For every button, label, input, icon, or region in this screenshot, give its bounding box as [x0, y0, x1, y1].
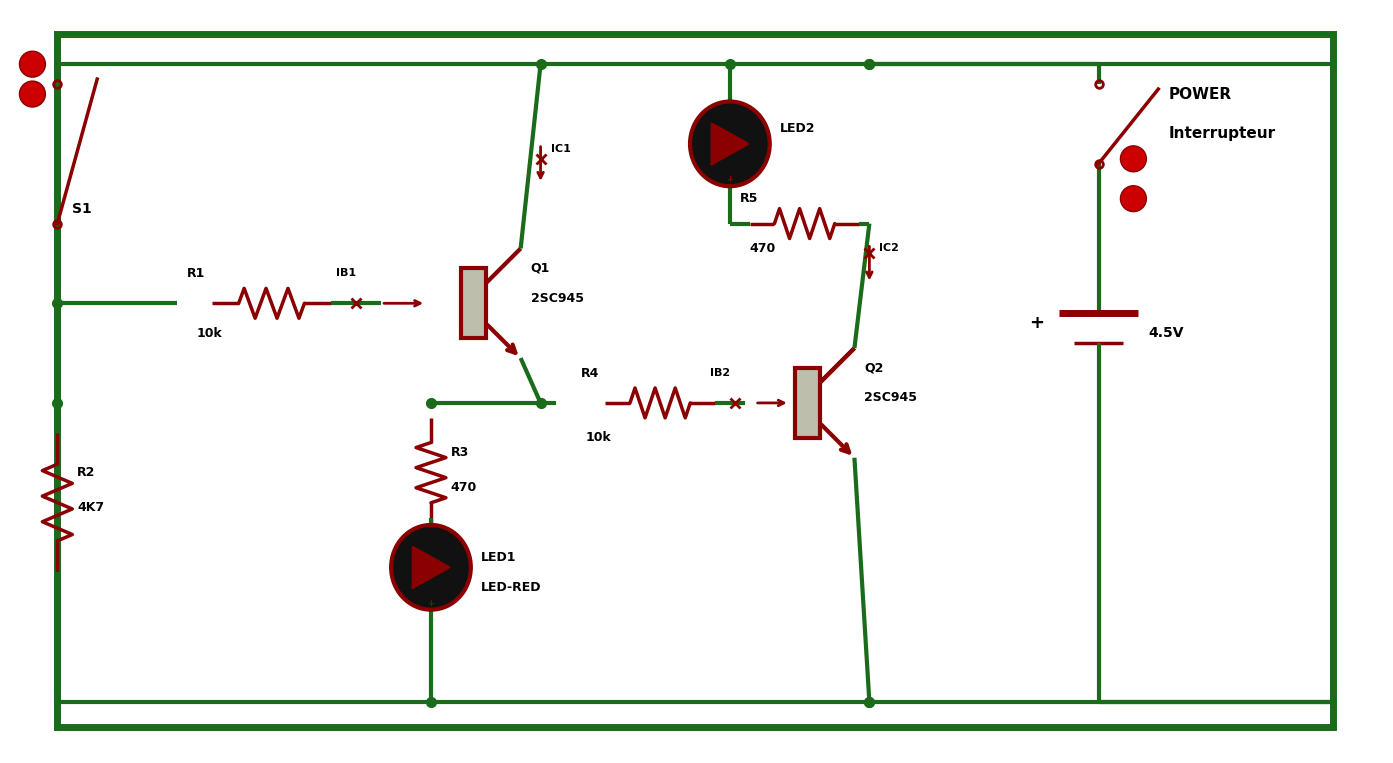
Text: IB2: IB2: [710, 368, 730, 378]
Circle shape: [1120, 146, 1146, 172]
Text: +: +: [726, 175, 733, 184]
Text: Q2: Q2: [865, 362, 883, 375]
Text: LED1: LED1: [481, 551, 517, 564]
Polygon shape: [414, 547, 449, 588]
Text: R5: R5: [740, 192, 758, 205]
Text: 4.5V: 4.5V: [1148, 326, 1184, 340]
Text: S1: S1: [72, 201, 92, 216]
Text: 10k: 10k: [196, 327, 223, 340]
Text: 10k: 10k: [585, 431, 612, 444]
Text: IB1: IB1: [336, 269, 357, 278]
Text: +: +: [428, 599, 435, 607]
Circle shape: [20, 81, 46, 107]
Text: 2SC945: 2SC945: [865, 391, 918, 404]
Text: R3: R3: [451, 446, 469, 459]
Text: IC1: IC1: [550, 144, 570, 154]
Bar: [794, 368, 819, 438]
Text: LED-RED: LED-RED: [481, 581, 542, 594]
Text: R4: R4: [581, 366, 599, 379]
Text: 470: 470: [451, 481, 478, 494]
Text: IC2: IC2: [879, 243, 900, 253]
Text: Interrupteur: Interrupteur: [1169, 127, 1276, 141]
Text: 2SC945: 2SC945: [531, 291, 584, 304]
Circle shape: [1120, 185, 1146, 211]
Text: R1: R1: [187, 267, 205, 280]
Polygon shape: [712, 124, 748, 164]
Ellipse shape: [391, 525, 471, 610]
Text: LED2: LED2: [780, 122, 815, 135]
Text: +: +: [1029, 314, 1043, 332]
Text: R2: R2: [77, 466, 96, 479]
Circle shape: [20, 51, 46, 77]
Text: POWER: POWER: [1169, 86, 1231, 101]
Bar: [461, 269, 486, 338]
Text: 4K7: 4K7: [77, 501, 104, 514]
Ellipse shape: [690, 101, 770, 186]
Text: 470: 470: [749, 242, 776, 255]
Text: Q1: Q1: [531, 262, 550, 275]
